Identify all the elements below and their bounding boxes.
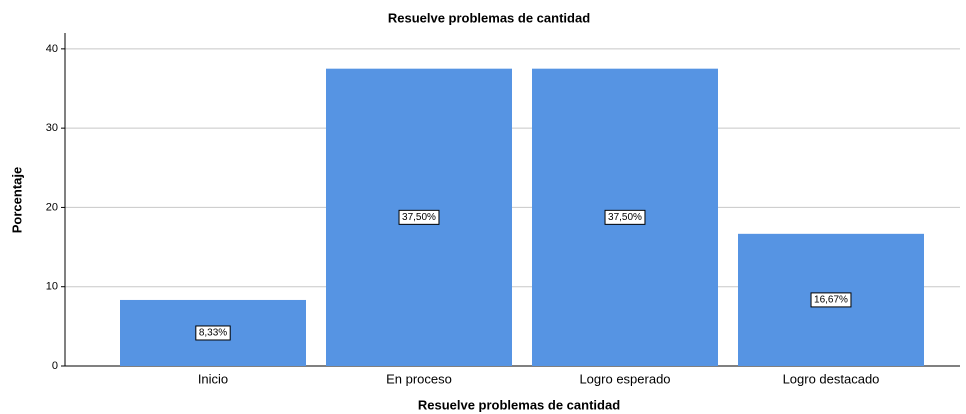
value-label: 8,33% <box>199 328 227 339</box>
value-label-box <box>195 325 231 341</box>
value-label-box <box>398 209 440 225</box>
value-label-box <box>810 292 852 308</box>
value-label: 37,50% <box>402 212 436 223</box>
value-label: 37,50% <box>608 212 642 223</box>
x-tick-label: Inicio <box>198 371 228 386</box>
y-tick-label: 20 <box>46 201 58 213</box>
y-axis-label: Porcentaje <box>9 167 24 233</box>
x-tick-label: En proceso <box>386 371 452 386</box>
x-tick-label: Logro esperado <box>579 371 670 386</box>
y-tick-label: 30 <box>46 122 58 134</box>
chart-title: Resuelve problemas de cantidad <box>388 10 590 25</box>
y-tick-label: 0 <box>52 360 58 372</box>
value-label-box <box>604 209 646 225</box>
value-label: 16,67% <box>814 295 848 306</box>
y-tick-label: 40 <box>46 43 58 55</box>
x-axis-label: Resuelve problemas de cantidad <box>418 397 620 412</box>
y-tick-label: 10 <box>46 281 58 293</box>
x-tick-label: Logro destacado <box>783 371 880 386</box>
